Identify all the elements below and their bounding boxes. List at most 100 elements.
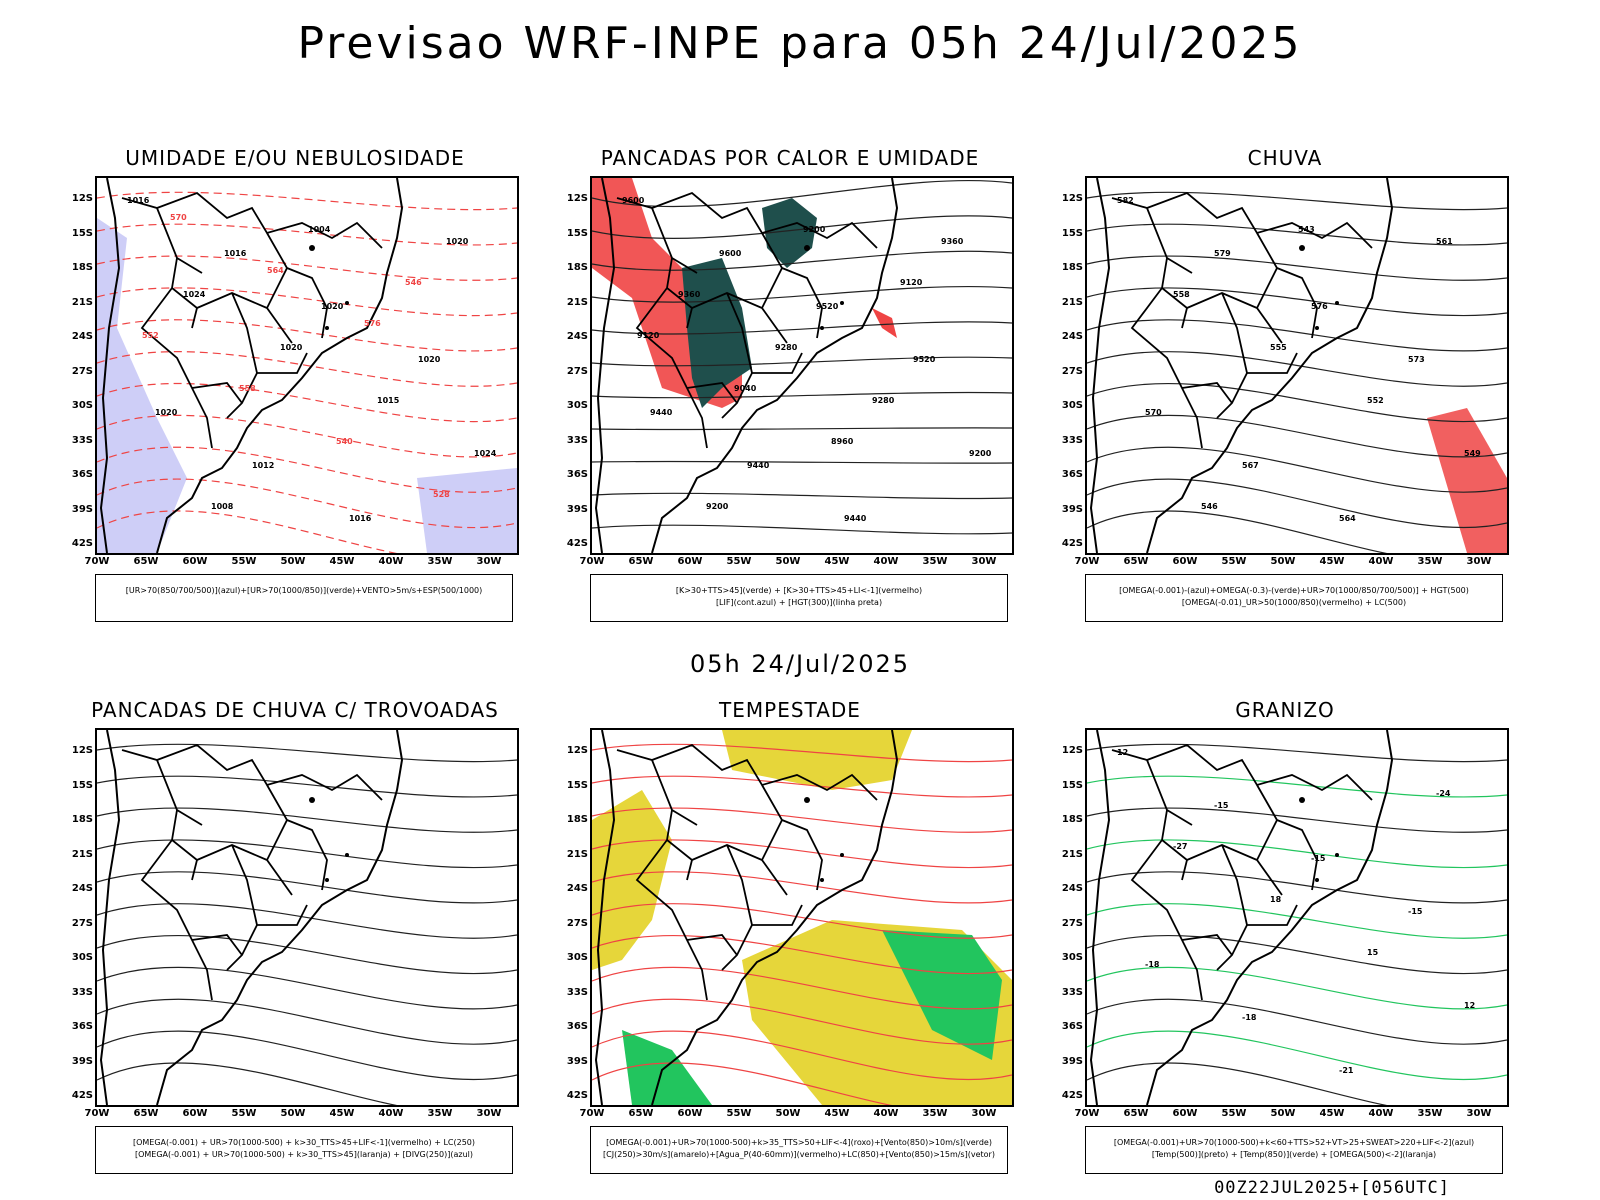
legend-tempestade: [OMEGA(-0.001)+UR>70(1000-500)+k>35_TTS>… [590, 1126, 1008, 1174]
lon-tick-label: 45W [1319, 1108, 1345, 1119]
isoline [97, 903, 517, 939]
lon-tick-label: 45W [329, 556, 355, 567]
lat-tick-label: 27S [1061, 365, 1083, 377]
lon-tick-label: 30W [476, 556, 502, 567]
panel-chuva: CHUVA 582 579 576 573 570 567 564 561 558 555 552 5… [1055, 146, 1515, 626]
humidity-area [417, 468, 517, 553]
lon-tick-label: 65W [133, 556, 159, 567]
lon-tick-label: 40W [1368, 556, 1394, 567]
lat-tick-label: 15S [1061, 227, 1083, 239]
isoline [97, 775, 517, 798]
contour-label: 546 [1201, 502, 1218, 511]
lat-tick-label: 33S [1061, 986, 1083, 998]
lon-tick-label: 60W [677, 556, 703, 567]
lat-tick-label: 36S [1061, 1021, 1083, 1032]
contour-label: 561 [1436, 237, 1453, 246]
lat-tick-label: 42S [1061, 1090, 1083, 1101]
lat-tick-label: 36S [71, 469, 93, 480]
isoline [592, 180, 1012, 208]
lon-tick-label: 60W [1172, 556, 1198, 567]
legend-chuva: [OMEGA(-0.001)-(azul)+OMEGA(-0.3)-(verde… [1085, 574, 1503, 622]
lat-tick-label: 42S [566, 1090, 588, 1101]
isoline [97, 998, 517, 1045]
contour-label: 9440 [650, 408, 673, 417]
contour-label: -21 [1339, 1066, 1354, 1075]
isoline [592, 1062, 893, 1105]
lagoon [840, 301, 844, 305]
lon-tick-label: 55W [1221, 556, 1247, 567]
lat-tick-label: 33S [71, 986, 93, 998]
legend-line: [OMEGA(-0.001) + UR>70(1000-500) + k>30_… [132, 1138, 476, 1147]
political-borders [121, 743, 383, 1001]
lon-tick-label: 50W [1270, 1108, 1296, 1119]
lat-tick-label: 15S [566, 779, 588, 791]
lon-tick-label: 70W [84, 1108, 110, 1119]
contour-label: 1020 [280, 343, 303, 352]
map-umidade: 1016 1016 1020 1020 1020 1012 1016 1020 1024 1020… [95, 176, 519, 555]
lon-tick-label: 50W [775, 556, 801, 567]
lon-tick-label: 60W [677, 1108, 703, 1119]
isoline [592, 775, 1012, 798]
lon-tick-label: 60W [182, 1108, 208, 1119]
lon-tick-label: 65W [133, 1108, 159, 1119]
isoline [97, 510, 398, 553]
isoline [1087, 319, 1507, 352]
contour-label: 9600 [622, 196, 645, 205]
contour-label: 552 [142, 331, 159, 340]
lon-tick-label: 35W [922, 556, 948, 567]
panel-umidade: UMIDADE E/OU NEBULOSIDADE 1016 1016 1020 10… [65, 146, 525, 626]
lagoon [840, 853, 844, 857]
lat-tick-label: 15S [71, 779, 93, 791]
lagoon [1315, 878, 1319, 882]
lat-tick-label: 36S [566, 469, 588, 480]
lon-tick-label: 50W [1270, 556, 1296, 567]
isoline [1087, 223, 1507, 246]
contour-label: 12 [1117, 748, 1128, 757]
isoline [97, 871, 517, 904]
contour-label: 9200 [706, 502, 729, 511]
lon-tick-label: 70W [579, 1108, 605, 1119]
lat-tick-label: 21S [71, 848, 93, 860]
coastline [594, 730, 899, 1105]
isoline [592, 807, 1012, 833]
lon-tick-label: 65W [628, 1108, 654, 1119]
contour-label: 9520 [913, 355, 936, 364]
lon-tick-label: 55W [1221, 1108, 1247, 1119]
wind-area [622, 1030, 712, 1105]
lagoon [309, 797, 315, 803]
lon-tick-label: 35W [1417, 556, 1443, 567]
legend-line: [CJ(250)>30m/s](amarelo)+[Agua_P(40-60mm… [603, 1150, 995, 1159]
lat-tick-label: 18S [1061, 262, 1083, 273]
lon-tick-label: 30W [476, 1108, 502, 1119]
isoline [592, 356, 1012, 367]
isoline [1087, 966, 1507, 1010]
lagoon [1299, 797, 1305, 803]
lon-tick-label: 65W [1123, 1108, 1149, 1119]
contour-label: 9040 [734, 384, 757, 393]
contour-label: 18 [1270, 895, 1282, 904]
political-borders [1111, 191, 1373, 449]
lat-tick-label: 36S [566, 1021, 588, 1032]
legend-line: [OMEGA(-0.001)-(azul)+OMEGA(-0.3)-(verde… [1119, 586, 1469, 595]
contour-label: 576 [1311, 302, 1328, 311]
legend-umidade: [UR>70(850/700/500)](azul)+[UR>70(1000/8… [95, 574, 513, 622]
contour-label: 9440 [844, 514, 867, 523]
lon-tick-label: 50W [280, 1108, 306, 1119]
lon-tick-label: 40W [378, 556, 404, 567]
lon-tick-label: 45W [824, 556, 850, 567]
political-borders [616, 743, 878, 1001]
lon-tick-label: 45W [824, 1108, 850, 1119]
legend-line: [OMEGA(-0.001) + UR>70(1000-500) + k>30_… [134, 1150, 474, 1159]
lagoon [820, 326, 824, 330]
lon-tick-label: 70W [84, 556, 110, 567]
contour-label: 579 [1214, 249, 1231, 258]
contour-label: 558 [239, 384, 256, 393]
contour-label: 1012 [252, 461, 274, 470]
lat-tick-label: 24S [1061, 883, 1083, 894]
lon-tick-label: 55W [726, 1108, 752, 1119]
isoline [97, 743, 517, 763]
contour-label: 8960 [831, 437, 854, 446]
isoline [592, 460, 1012, 464]
lat-tick-label: 42S [71, 1090, 93, 1101]
lat-tick-label: 12S [1061, 193, 1083, 204]
